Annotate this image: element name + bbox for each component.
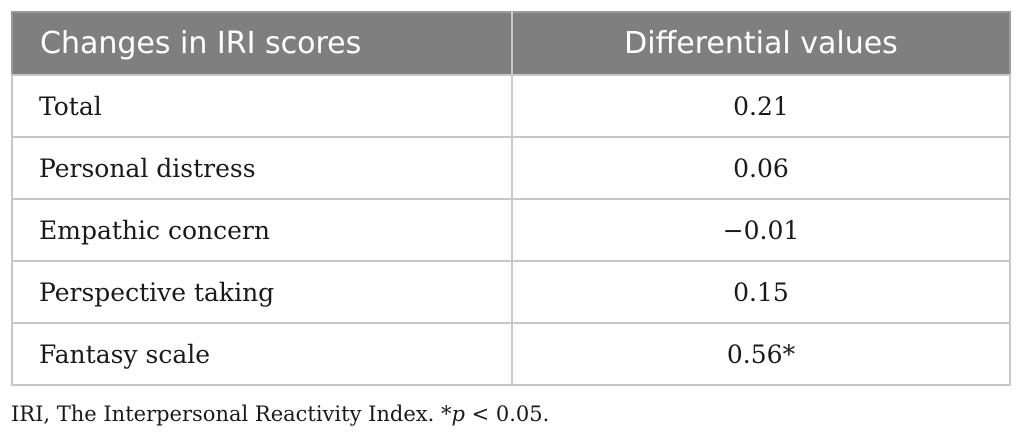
row-value: 0.21 xyxy=(511,74,1011,138)
table-row: Personal distress 0.06 xyxy=(11,136,1011,200)
row-value: −0.01 xyxy=(511,198,1011,262)
footnote-prefix: IRI, The Interpersonal Reactivity Index.… xyxy=(11,402,452,426)
column-header-differential: Differential values xyxy=(511,11,1011,76)
row-value: 0.06 xyxy=(511,136,1011,200)
table-header-row: Changes in IRI scores Differential value… xyxy=(11,11,1011,76)
row-label: Fantasy scale xyxy=(11,322,513,386)
row-label: Total xyxy=(11,74,513,138)
table-row: Perspective taking 0.15 xyxy=(11,260,1011,324)
row-label: Perspective taking xyxy=(11,260,513,324)
iri-table-container: Changes in IRI scores Differential value… xyxy=(11,11,1011,386)
iri-scores-table: Changes in IRI scores Differential value… xyxy=(11,11,1011,386)
row-label: Personal distress xyxy=(11,136,513,200)
row-value: 0.56* xyxy=(511,322,1011,386)
table-footnote: IRI, The Interpersonal Reactivity Index.… xyxy=(11,402,549,426)
column-header-changes: Changes in IRI scores xyxy=(11,11,513,76)
table-row: Empathic concern −0.01 xyxy=(11,198,1011,262)
row-label: Empathic concern xyxy=(11,198,513,262)
table-row: Fantasy scale 0.56* xyxy=(11,322,1011,386)
row-value: 0.15 xyxy=(511,260,1011,324)
footnote-suffix: < 0.05. xyxy=(464,402,550,426)
footnote-p-symbol: p xyxy=(451,402,465,426)
table-row: Total 0.21 xyxy=(11,74,1011,138)
